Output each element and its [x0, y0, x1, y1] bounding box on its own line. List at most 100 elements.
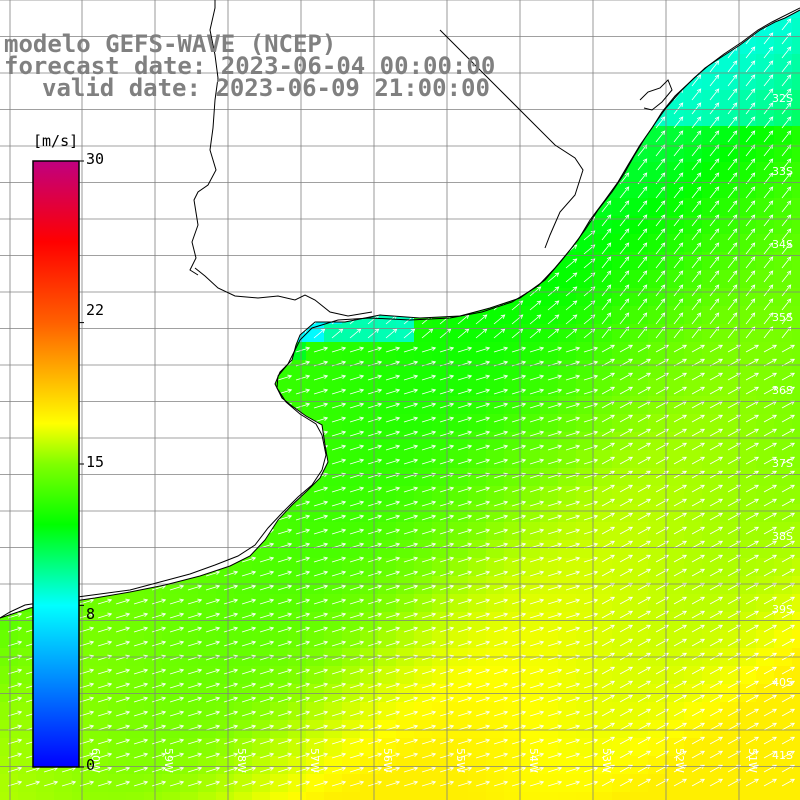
wind-arrow — [691, 512, 706, 521]
wind-speed-cell — [486, 630, 504, 648]
wind-arrow — [241, 556, 257, 563]
wind-speed-cell — [342, 792, 360, 800]
wind-arrow — [691, 568, 706, 577]
wind-speed-cell — [540, 684, 558, 702]
wind-speed-cell — [756, 378, 774, 396]
wind-speed-cell — [90, 702, 108, 720]
wind-speed-cell — [738, 288, 756, 306]
wind-arrow — [169, 668, 185, 675]
wind-speed-cell — [468, 594, 486, 612]
wind-arrow — [583, 626, 599, 633]
wind-speed-cell — [648, 738, 666, 756]
wind-speed-cell — [270, 630, 288, 648]
wind-arrow — [133, 780, 149, 787]
wind-arrow — [511, 346, 527, 353]
wind-arrow — [781, 680, 796, 689]
wind-arrow — [403, 444, 419, 451]
wind-arrow — [673, 130, 684, 143]
wind-speed-cell — [774, 450, 792, 468]
wind-speed-cell — [360, 594, 378, 612]
wind-arrow — [241, 696, 257, 703]
wind-speed-cell — [630, 504, 648, 522]
wind-speed-cell — [756, 576, 774, 594]
wind-arrow — [547, 710, 563, 717]
wind-speed-cell — [792, 72, 800, 90]
wind-arrow — [349, 696, 365, 703]
wind-speed-cell — [558, 594, 576, 612]
wind-arrow — [637, 200, 648, 213]
wind-speed-cell — [396, 684, 414, 702]
wind-arrow — [529, 314, 542, 325]
wind-speed-cell — [486, 756, 504, 774]
wind-arrow — [511, 640, 527, 647]
wind-arrow — [295, 766, 311, 773]
wind-speed-cell — [324, 342, 342, 360]
wind-arrow — [349, 584, 365, 591]
wind-arrow — [673, 270, 684, 283]
wind-arrow — [313, 766, 329, 773]
wind-speed-cell — [144, 720, 162, 738]
wind-arrow — [583, 640, 599, 647]
wind-speed-cell — [630, 180, 648, 198]
wind-arrow — [763, 88, 774, 101]
wind-arrow — [547, 328, 560, 339]
wind-arrow — [601, 372, 616, 381]
wind-arrow — [403, 752, 419, 759]
wind-arrow — [619, 414, 634, 423]
wind-arrow — [673, 498, 688, 507]
wind-arrow — [349, 346, 365, 353]
wind-arrow — [601, 386, 616, 395]
wind-arrow — [709, 540, 724, 549]
wind-speed-cell — [738, 774, 756, 792]
wind-arrow — [169, 766, 185, 773]
wind-arrow — [475, 654, 491, 661]
wind-arrow — [619, 750, 634, 759]
wind-arrow — [61, 780, 77, 787]
wind-arrow — [601, 778, 616, 787]
wind-arrow — [115, 752, 131, 759]
wind-arrow — [205, 682, 221, 689]
wind-arrow — [151, 780, 167, 787]
wind-speed-cell — [702, 522, 720, 540]
wind-arrow — [259, 696, 275, 703]
wind-speed-cell — [306, 684, 324, 702]
wind-arrow — [565, 444, 581, 451]
wind-arrow — [655, 228, 666, 241]
wind-arrow — [475, 500, 491, 507]
wind-speed-cell — [558, 576, 576, 594]
wind-arrow — [97, 626, 113, 633]
wind-arrow — [367, 710, 383, 717]
wind-speed-cell — [684, 630, 702, 648]
wind-arrow — [331, 346, 347, 353]
wind-speed-cell — [468, 684, 486, 702]
wind-speed-cell — [504, 450, 522, 468]
longitude-label: 52W — [673, 748, 686, 773]
wind-arrow — [601, 484, 616, 493]
wind-arrow — [457, 430, 473, 437]
wind-speed-cell — [540, 666, 558, 684]
wind-arrow — [583, 612, 599, 619]
wind-arrow — [691, 270, 702, 283]
wind-arrow — [277, 654, 293, 661]
wind-arrow — [151, 612, 167, 619]
wind-speed-cell — [468, 792, 486, 800]
wind-speed-cell — [306, 702, 324, 720]
wind-speed-cell — [360, 468, 378, 486]
wind-arrow — [691, 722, 706, 731]
wind-arrow — [691, 414, 706, 423]
wind-speed-cell — [630, 324, 648, 342]
wind-arrow — [637, 610, 652, 619]
wind-speed-cell — [702, 774, 720, 792]
wind-arrow — [403, 500, 419, 507]
wind-speed-cell — [648, 504, 666, 522]
wind-arrow — [277, 374, 293, 381]
wind-arrow — [133, 640, 149, 647]
wind-speed-cell — [522, 468, 540, 486]
wind-arrow — [331, 612, 347, 619]
wind-speed-cell — [504, 576, 522, 594]
wind-speed-cell — [396, 756, 414, 774]
wind-arrow — [637, 750, 652, 759]
wind-arrow — [169, 682, 185, 689]
latitude-label: 32S — [772, 92, 793, 105]
wind-speed-cell — [0, 684, 18, 702]
